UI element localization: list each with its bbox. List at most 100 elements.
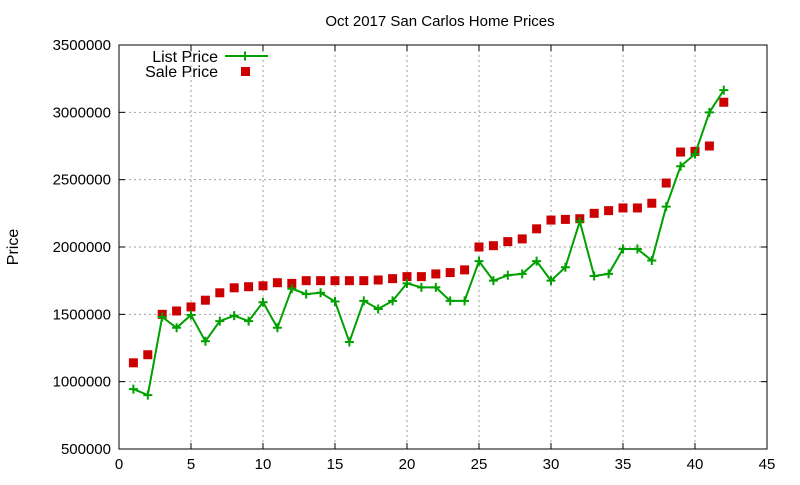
legend-label-list-price: List Price [152,49,218,66]
x-tick-label: 0 [115,456,123,473]
sale-price-point [258,281,268,291]
sale-price-point [589,208,599,218]
sale-price-point [488,241,498,251]
list-price-point [215,316,225,326]
list-price-point [575,216,585,226]
list-price-point [517,269,527,279]
sale-price-point [604,206,614,216]
list-price-point [488,276,498,286]
y-tick-label: 2500000 [53,172,111,189]
sale-price-point [272,278,282,288]
sale-price-point [661,178,671,188]
list-price-point [272,323,282,333]
sale-price-point [618,203,628,213]
list-price-point [676,161,686,171]
list-price-point [316,288,326,298]
x-tick-label: 25 [471,456,488,473]
list-price-point [244,316,254,326]
sale-price-point [287,278,297,288]
sale-price-point [416,272,426,282]
sale-price-point [460,265,470,275]
y-tick-label: 3500000 [53,37,111,54]
list-price-point [719,85,729,95]
y-tick-label: 1000000 [53,374,111,391]
sale-price-point [344,276,354,286]
sale-price-point [431,269,441,279]
sale-price-point [546,215,556,225]
sale-price-point [215,288,225,298]
sale-price-point [517,234,527,244]
sale-price-point [532,224,542,234]
x-tick-label: 15 [327,456,344,473]
list-price-point [229,311,239,321]
list-price-point [604,269,614,279]
sale-price-point [128,358,138,368]
sale-price-point [647,198,657,208]
x-tick-label: 30 [543,456,560,473]
list-price-line [133,89,725,397]
list-price-point [128,384,138,394]
sale-price-point [704,141,714,151]
list-price-point [632,244,642,254]
y-tick-label: 1500000 [53,306,111,323]
list-price-point [373,304,383,314]
list-price-point [589,271,599,281]
sale-price-point [330,276,340,286]
list-price-point [330,297,340,307]
chart-title: Oct 2017 San Carlos Home Prices [325,13,554,30]
sale-price-point [719,97,729,107]
list-price-point [618,244,628,254]
list-price-point [445,296,455,306]
x-tick-label: 45 [759,456,776,473]
sale-price-point [229,283,239,293]
list-price-point [532,256,542,266]
list-price-point [143,390,153,400]
sale-price-point [560,214,570,224]
sale-price-point [676,147,686,157]
list-price-point [560,262,570,272]
y-tick-label: 500000 [61,441,111,458]
list-price-point [647,255,657,265]
x-tick-label: 10 [255,456,272,473]
sale-price-point [474,242,484,252]
y-axis-label: Price [5,229,22,266]
list-price-point [460,296,470,306]
list-price-point [503,270,513,280]
sale-price-point [359,276,369,286]
list-price-point [359,296,369,306]
list-price-point [388,296,398,306]
list-price-point [200,336,210,346]
list-price-point [690,149,700,159]
sale-price-point [200,295,210,305]
list-price-point [704,107,714,117]
x-tick-label: 5 [187,456,195,473]
sale-price-point [301,276,311,286]
sale-price-point [186,302,196,312]
sale-price-point [632,203,642,213]
series-layer [128,85,729,400]
grid [119,45,767,449]
list-price-point [402,278,412,288]
list-price-point [258,297,268,307]
x-tick-label: 20 [399,456,416,473]
sale-price-point [373,275,383,285]
x-tick-label: 35 [615,456,632,473]
sale-price-point [143,350,153,360]
sale-price-point [402,272,412,282]
list-price-point [431,282,441,292]
sale-price-point [445,268,455,278]
list-price-point [344,337,354,347]
list-price-point [546,276,556,286]
list-price-point [474,256,484,266]
legend-marker-sale-price [241,67,250,76]
list-price-point [301,289,311,299]
sale-price-point [503,237,513,247]
list-price-point [287,284,297,294]
sale-price-point [316,276,326,286]
sale-price-point [388,274,398,284]
list-price-point [661,202,671,212]
y-tick-label: 2000000 [53,239,111,256]
list-price-point [186,310,196,320]
legend-marker-list-price [240,51,250,61]
